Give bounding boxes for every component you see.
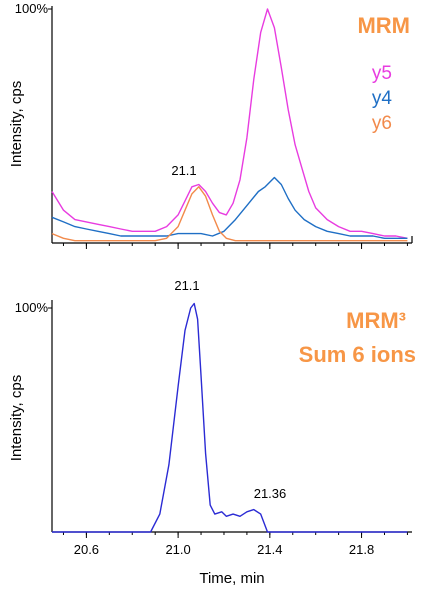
top-x-ticks — [62, 243, 408, 249]
bottom-x-ticks: 20.6 21.0 21.4 21.8 — [62, 532, 408, 557]
mrm-panel: 100% Intensity, cps 21.1 MRM y5 y4 y6 — [8, 1, 413, 249]
series-line-y6 — [51, 186, 408, 242]
legend-entry-y6: y6 — [372, 113, 392, 134]
bottom-peak-label-1: 21.1 — [174, 278, 199, 293]
x-tick-label: 21.0 — [165, 542, 190, 557]
top-peak-label: 21.1 — [171, 163, 196, 178]
series-line-y5 — [51, 8, 408, 239]
bottom-chart-title-line2: Sum 6 ions — [299, 342, 416, 367]
top-chart-title: MRM — [357, 13, 410, 38]
legend-entry-y4: y4 — [372, 88, 393, 109]
bottom-chart-title-line1: MRM³ — [346, 308, 406, 333]
x-tick-label: 21.8 — [349, 542, 374, 557]
series-line-y4 — [51, 176, 408, 240]
top-series-lines — [51, 8, 408, 242]
bottom-y-axis-title: Intensity, cps — [8, 375, 25, 461]
x-tick-label: 21.4 — [257, 542, 282, 557]
mrm3-panel: 100% Intensity, cps 20.6 21.0 21.4 21.8 21.… — [8, 278, 416, 587]
bottom-y-tick-label: 100% — [15, 300, 49, 315]
legend-entry-y5: y5 — [372, 63, 392, 84]
x-tick-label: 20.6 — [74, 542, 99, 557]
bottom-peak-label-2: 21.36 — [254, 486, 287, 501]
top-y-axis-title: Intensity, cps — [8, 81, 25, 167]
x-axis-title: Time, min — [199, 570, 264, 587]
series-line-sum — [52, 302, 408, 533]
bottom-series-lines — [52, 302, 408, 533]
top-y-tick-label: 100% — [15, 1, 49, 16]
